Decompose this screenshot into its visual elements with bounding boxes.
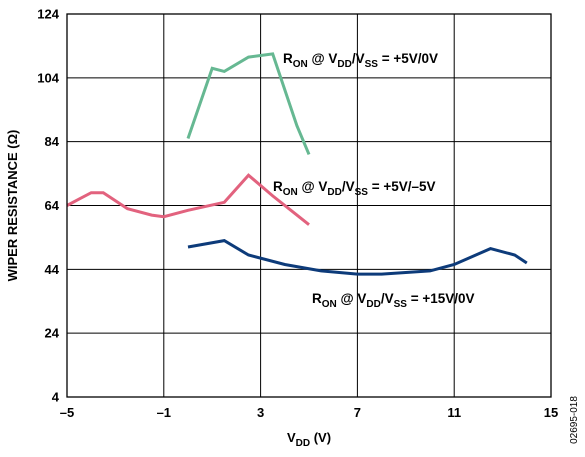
annotation-text: @ V — [298, 179, 328, 194]
annotation-text: R — [283, 51, 293, 66]
plot-frame — [66, 13, 552, 398]
annotation-text: @ V — [337, 291, 367, 306]
annotation-subscript: ON — [322, 299, 337, 310]
grid — [66, 13, 552, 398]
annotation-text: = +5V/0V — [378, 51, 438, 66]
annotation-text: /V — [352, 51, 365, 66]
series-annotation-3: RON @ VDD/VSS = +15V/0V — [312, 291, 475, 310]
y-tick-label: 104 — [37, 70, 59, 85]
annotation-subscript: DD — [327, 187, 341, 198]
annotation-subscript: DD — [337, 59, 351, 70]
y-tick-label: 84 — [45, 134, 60, 149]
annotation-subscript: SS — [355, 187, 369, 198]
y-tick-label: 124 — [37, 7, 59, 22]
series-line-1 — [186, 52, 311, 155]
x-axis-title-main: V — [287, 430, 296, 445]
x-tick-label: 7 — [354, 405, 361, 420]
annotation-subscript: SS — [394, 299, 408, 310]
x-tick-label: –1 — [157, 405, 171, 420]
y-tick-labels: 4 24 44 64 84 104 124 — [37, 7, 59, 405]
x-tick-label: –5 — [60, 405, 74, 420]
figure-id: 02695-018 — [569, 396, 580, 444]
annotation-text: = +15V/0V — [407, 291, 475, 306]
series-annotation-1: RON @ VDD/VSS = +5V/0V — [283, 51, 438, 70]
annotation-subscript: DD — [366, 299, 380, 310]
series-line-3 — [187, 239, 528, 276]
annotation-text: /V — [381, 291, 394, 306]
series-line-2 — [66, 173, 310, 226]
y-tick-label: 24 — [45, 326, 60, 341]
y-axis-title: WIPER RESISTANCE (Ω) — [5, 130, 20, 282]
x-axis-title-tail: (V) — [310, 430, 331, 445]
series-lines — [66, 52, 528, 276]
x-axis-title: VDD (V) — [287, 430, 331, 449]
annotation-subscript: ON — [293, 59, 308, 70]
annotation-text: @ V — [308, 51, 338, 66]
annotation-subscript: SS — [365, 59, 379, 70]
x-tick-label: 11 — [447, 405, 461, 420]
y-tick-label: 44 — [45, 262, 60, 277]
annotation-text: R — [273, 179, 283, 194]
x-tick-label: 15 — [544, 405, 558, 420]
x-tick-label: 3 — [257, 405, 264, 420]
x-axis-title-sub: DD — [296, 438, 310, 449]
annotation-text: = +5V/–5V — [368, 179, 436, 194]
series-annotation-2: RON @ VDD/VSS = +5V/–5V — [273, 179, 436, 198]
annotation-text: /V — [342, 179, 355, 194]
annotation-text: R — [312, 291, 322, 306]
annotation-subscript: ON — [283, 187, 298, 198]
x-tick-labels: –5 –1 3 7 11 15 — [60, 405, 558, 420]
y-tick-label: 64 — [45, 198, 60, 213]
y-tick-label: 4 — [52, 390, 60, 405]
